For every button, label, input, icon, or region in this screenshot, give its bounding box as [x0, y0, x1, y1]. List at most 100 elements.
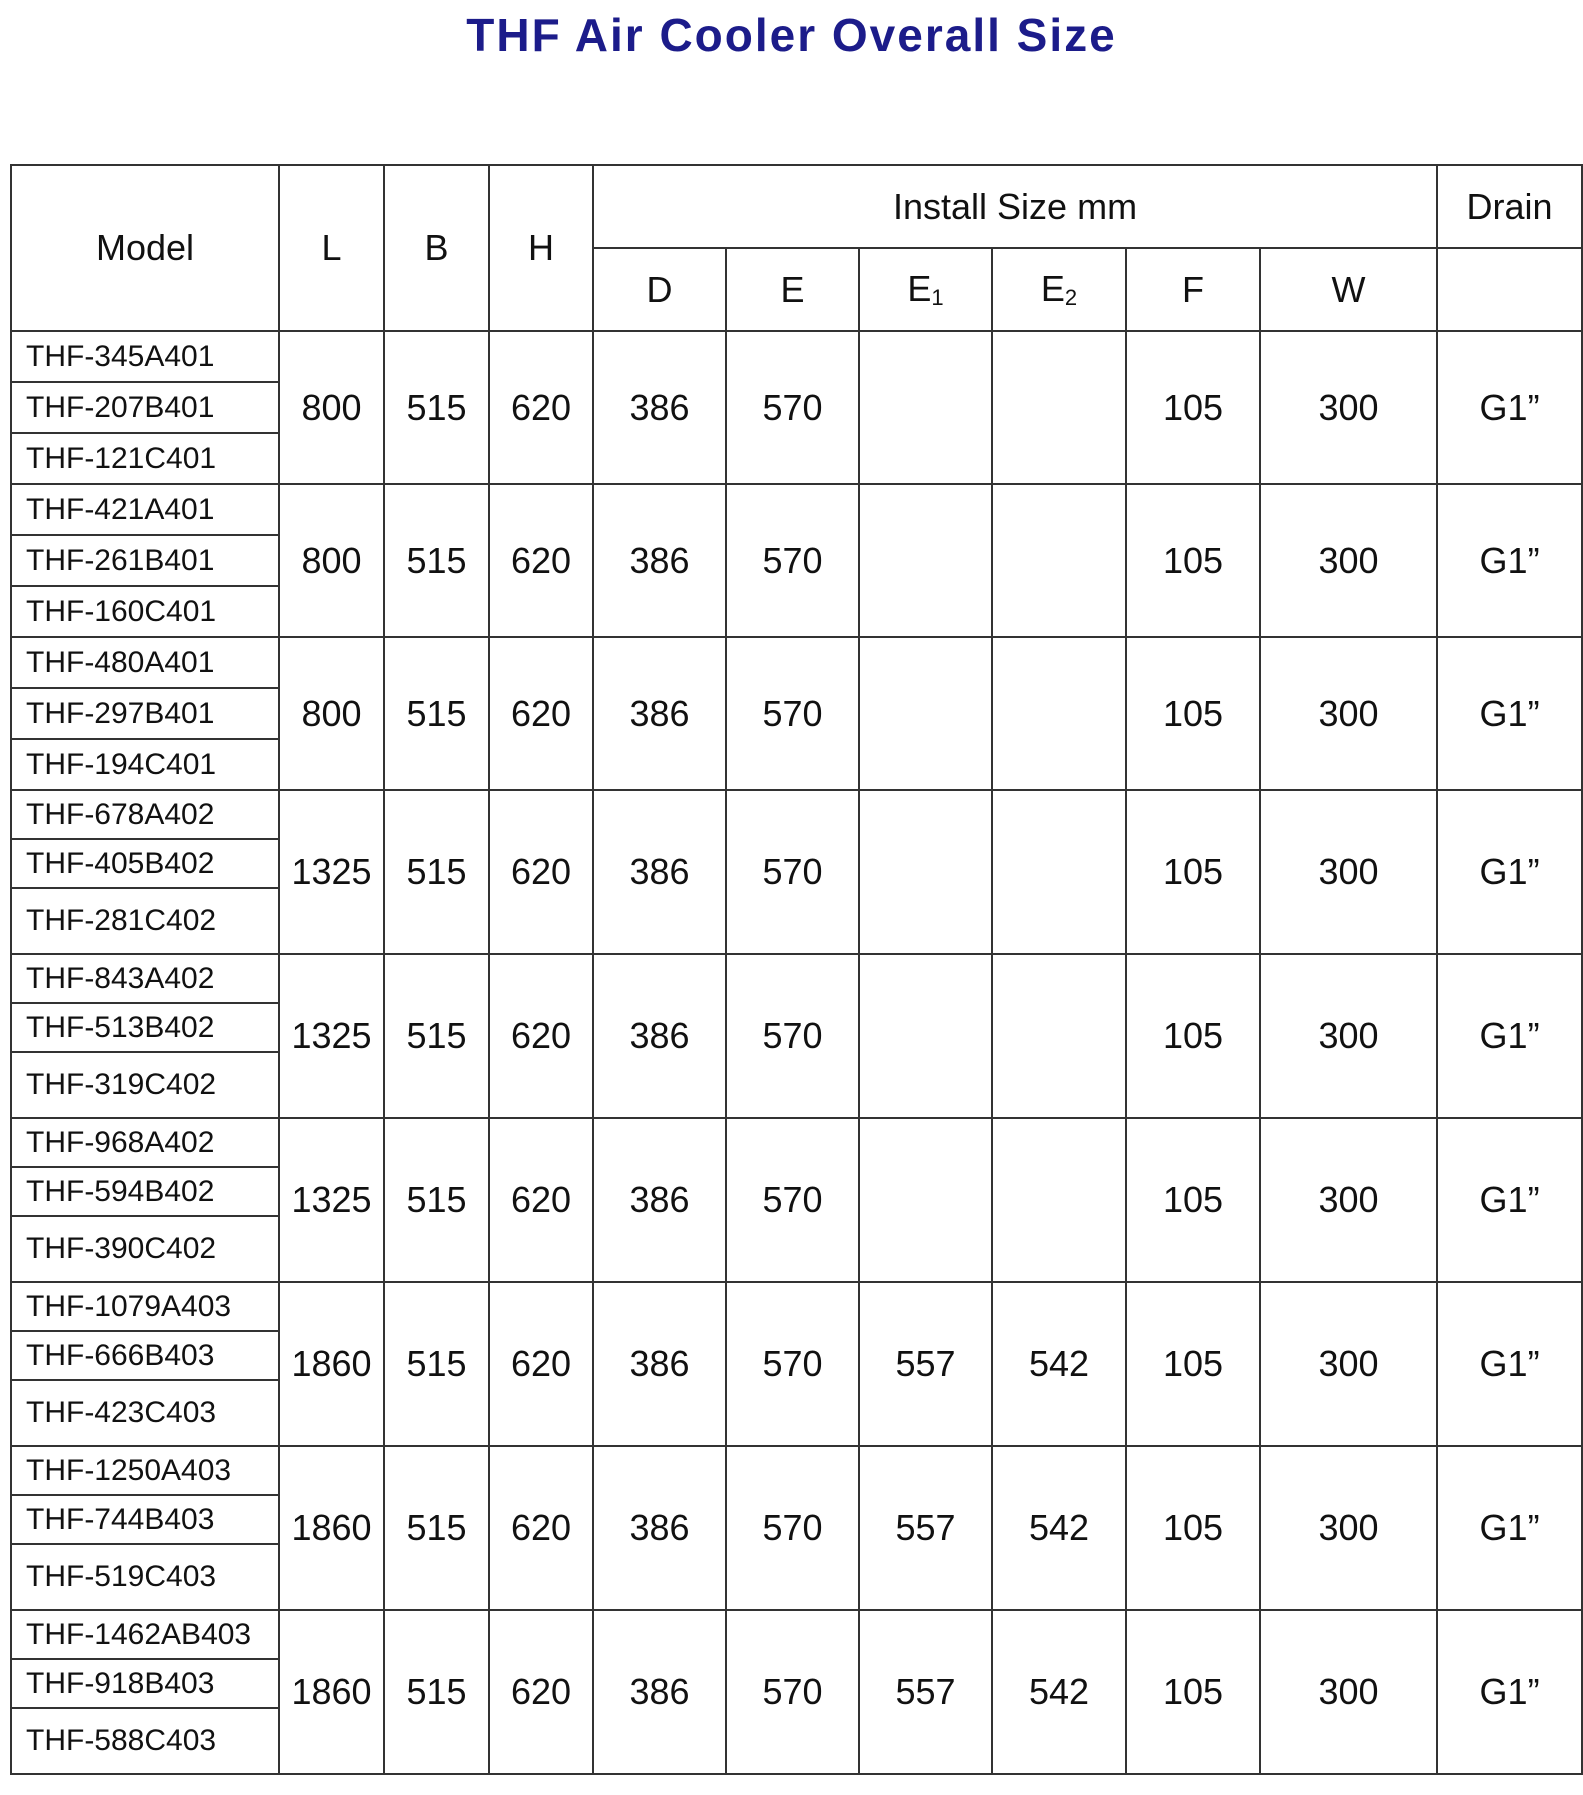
table-row: THF-194C401	[10, 738, 1582, 791]
cell-d: 386	[592, 1445, 727, 1611]
cell-drain: G1”	[1436, 1609, 1583, 1775]
header-label: E	[907, 268, 932, 309]
cell-w: 300	[1258, 483, 1439, 638]
cell-f: 105	[1125, 789, 1261, 955]
cell-f: 105	[1125, 330, 1261, 485]
table-row: THF-160C401	[10, 585, 1582, 638]
model-cell: THF-513B402	[10, 1002, 280, 1053]
cell-b: 515	[383, 1445, 490, 1611]
header-l: L	[278, 164, 385, 332]
header-w: W	[1258, 247, 1439, 332]
model-cell: THF-345A401	[10, 330, 280, 383]
cell-f: 105	[1125, 953, 1261, 1119]
header-label: E	[780, 268, 805, 310]
cell-d: 386	[592, 789, 727, 955]
cell-l: 800	[278, 330, 385, 485]
cell-drain: G1”	[1436, 483, 1583, 638]
header-install-size: Install Size mm	[591, 164, 1439, 249]
cell-e: 570	[725, 953, 860, 1119]
table-row: THF-678A402 1325 515 620 386 570 105 300 G1”	[10, 789, 1583, 955]
cell-e: 570	[725, 1117, 860, 1283]
cell-h: 620	[488, 789, 594, 955]
cell-e2	[991, 483, 1127, 638]
cell-l: 800	[278, 636, 385, 791]
cell-b: 515	[383, 1117, 490, 1283]
cell-e2: 542	[991, 1609, 1127, 1775]
table-row: THF-666B403	[10, 1330, 1582, 1381]
header-h: H	[488, 164, 594, 332]
model-cell: THF-1079A403	[10, 1281, 280, 1332]
cell-b: 515	[383, 1281, 490, 1447]
cell-e: 570	[725, 1281, 860, 1447]
table-row: THF-319C402	[10, 1051, 1582, 1119]
cell-e1	[858, 789, 993, 955]
header-e1: E1	[858, 247, 993, 332]
table-row: THF-405B402	[10, 838, 1582, 889]
cell-e1	[858, 953, 993, 1119]
cell-e2	[991, 953, 1127, 1119]
model-cell: THF-843A402	[10, 953, 280, 1004]
cell-b: 515	[383, 483, 490, 638]
table-row: THF-588C403	[10, 1707, 1582, 1775]
header-subscript: 2	[1064, 285, 1078, 310]
model-cell: THF-666B403	[10, 1330, 280, 1381]
model-cell: THF-261B401	[10, 534, 280, 587]
cell-b: 515	[383, 1609, 490, 1775]
cell-b: 515	[383, 330, 490, 485]
model-cell: THF-968A402	[10, 1117, 280, 1168]
cell-e1: 557	[858, 1445, 993, 1611]
cell-e1	[858, 483, 993, 638]
cell-f: 105	[1125, 636, 1261, 791]
table-row: THF-480A401 800 515 620 386 570 105 300 G1”	[10, 636, 1583, 791]
model-cell: THF-281C402	[10, 887, 280, 955]
header-drain: Drain	[1436, 164, 1583, 249]
header-e2: E2	[991, 247, 1127, 332]
cell-h: 620	[488, 330, 594, 485]
cell-e1	[858, 330, 993, 485]
model-cell: THF-588C403	[10, 1707, 280, 1775]
cell-f: 105	[1125, 1609, 1261, 1775]
model-cell: THF-121C401	[10, 432, 280, 485]
table-row: THF-207B401	[10, 381, 1582, 434]
header-b: B	[383, 164, 490, 332]
size-table: Model L B H Install Size mm Drain D E E1 E2…	[10, 164, 1583, 1775]
cell-w: 300	[1258, 636, 1439, 791]
cell-f: 105	[1125, 1117, 1261, 1283]
cell-e2	[991, 1117, 1127, 1283]
cell-e: 570	[725, 789, 860, 955]
header-model: Model	[10, 164, 280, 332]
cell-e2: 542	[991, 1281, 1127, 1447]
table-row: THF-513B402	[10, 1002, 1582, 1053]
cell-e: 570	[725, 483, 860, 638]
cell-h: 620	[488, 1609, 594, 1775]
cell-e2: 542	[991, 1445, 1127, 1611]
cell-e1	[858, 1117, 993, 1283]
table-row: THF-594B402	[10, 1166, 1582, 1217]
model-cell: THF-480A401	[10, 636, 280, 689]
header-d: D	[592, 247, 727, 332]
header-label: F	[1182, 268, 1204, 310]
cell-w: 300	[1258, 1609, 1439, 1775]
cell-drain: G1”	[1436, 636, 1583, 791]
table-row: THF-918B403	[10, 1658, 1582, 1709]
cell-drain: G1”	[1436, 1117, 1583, 1283]
table-row: THF-261B401	[10, 534, 1582, 587]
cell-e2	[991, 636, 1127, 791]
cell-w: 300	[1258, 1281, 1439, 1447]
cell-e2	[991, 330, 1127, 485]
model-cell: THF-194C401	[10, 738, 280, 791]
cell-e: 570	[725, 1445, 860, 1611]
cell-l: 1325	[278, 953, 385, 1119]
table-row: THF-345A401 800 515 620 386 570 105 300 G1”	[10, 330, 1583, 485]
table-row: THF-421A401 800 515 620 386 570 105 300 G1”	[10, 483, 1583, 638]
model-cell: THF-297B401	[10, 687, 280, 740]
cell-e1: 557	[858, 1281, 993, 1447]
cell-b: 515	[383, 789, 490, 955]
model-cell: THF-918B403	[10, 1658, 280, 1709]
table-row: THF-297B401	[10, 687, 1582, 740]
cell-f: 105	[1125, 1281, 1261, 1447]
cell-d: 386	[592, 483, 727, 638]
table-row: THF-843A402 1325 515 620 386 570 105 300 G1”	[10, 953, 1583, 1119]
model-cell: THF-1250A403	[10, 1445, 280, 1496]
model-cell: THF-319C402	[10, 1051, 280, 1119]
